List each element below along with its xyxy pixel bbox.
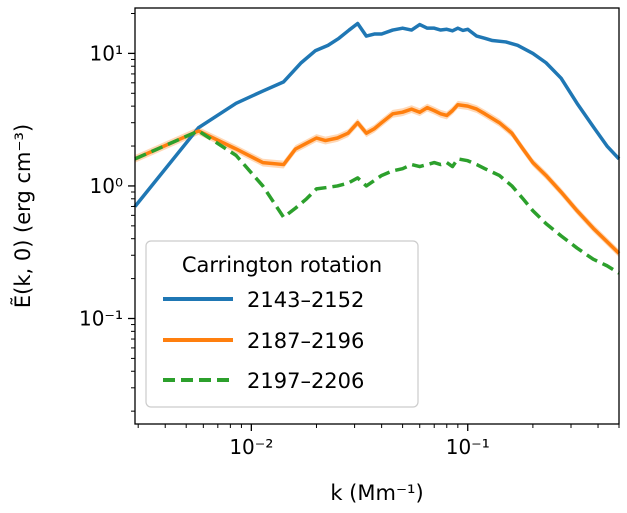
x-axis-label: k (Mm⁻¹) [330, 481, 423, 505]
series-lines [133, 21, 621, 275]
legend-label-2197-2206: 2197–2206 [247, 369, 364, 393]
legend-title: Carrington rotation [182, 253, 382, 277]
x-tick-label: 10⁻² [229, 435, 273, 459]
series-line-2187-2196 [134, 102, 621, 255]
legend: Carrington rotation 2143–2152 2187–2196 … [145, 240, 419, 408]
y-tick-label: 10⁻¹ [79, 307, 123, 331]
y-axis-label: Ẽ(k, 0) (erg cm⁻³) [9, 124, 35, 308]
legend-label-2143-2152: 2143–2152 [247, 288, 364, 312]
y-tick-label: 10⁰ [90, 174, 123, 198]
series-line-2143-2152 [133, 21, 621, 208]
series-line-2197-2206 [134, 129, 620, 275]
y-tick-label: 10¹ [90, 41, 123, 65]
axis-ticks: 10⁻² 10⁻¹ 10⁻¹ 10⁰ 10¹ [79, 12, 620, 459]
legend-box [145, 240, 419, 408]
legend-label-2187-2196: 2187–2196 [247, 329, 364, 353]
plot-frame [134, 7, 620, 425]
x-tick-label: 10⁻¹ [446, 435, 490, 459]
